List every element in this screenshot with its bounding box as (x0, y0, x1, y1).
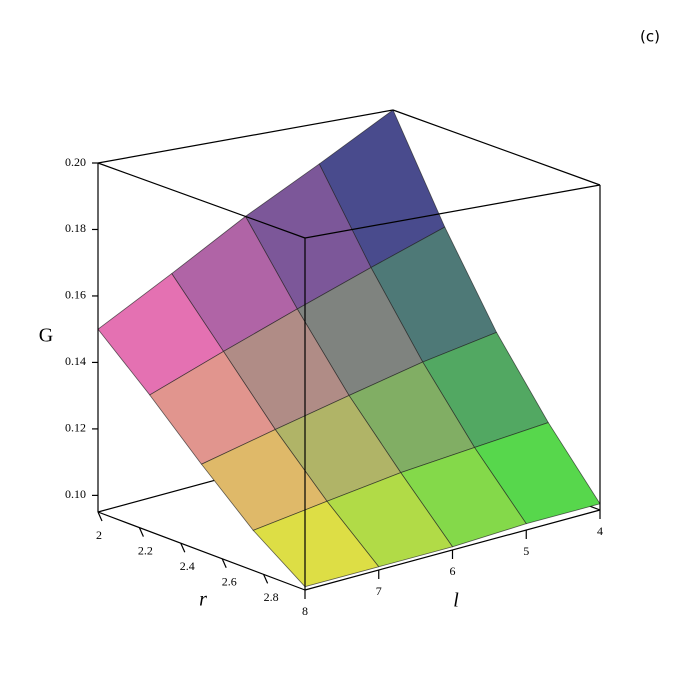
x-axis-label: r (199, 589, 207, 611)
box-edge (304, 184, 601, 239)
box-edge (97, 109, 394, 164)
y-axis-label: l (453, 590, 459, 612)
x-tick (221, 558, 227, 569)
x-tick-label: 2.6 (222, 575, 237, 589)
x-tick-label: 2.8 (264, 590, 279, 604)
z-tick-label: 0.16 (65, 288, 86, 302)
x-tick-label: 2 (96, 528, 102, 542)
y-tick-label: 8 (302, 604, 308, 618)
x-tick (138, 527, 144, 537)
z-axis-label: G (39, 325, 53, 347)
z-tick-label: 0.10 (65, 487, 86, 501)
y-tick-label: 5 (523, 544, 529, 558)
z-tick-label: 0.18 (65, 221, 86, 235)
x-tick-label: 2.4 (180, 559, 195, 573)
x-tick (180, 542, 186, 553)
z-tick-label: 0.14 (65, 354, 86, 368)
x-tick-label: 2.2 (138, 543, 153, 557)
y-tick-label: 6 (450, 564, 456, 578)
box-edge (392, 109, 601, 186)
x-tick (97, 511, 103, 522)
z-tick-label: 0.12 (65, 421, 86, 435)
x-tick (263, 574, 269, 584)
box-edge (97, 511, 306, 591)
box-edge (97, 162, 306, 239)
y-tick-label: 4 (597, 524, 603, 538)
y-tick-label: 7 (376, 584, 382, 598)
panel-label: (c) (640, 28, 660, 46)
z-tick-label: 0.20 (65, 155, 86, 169)
